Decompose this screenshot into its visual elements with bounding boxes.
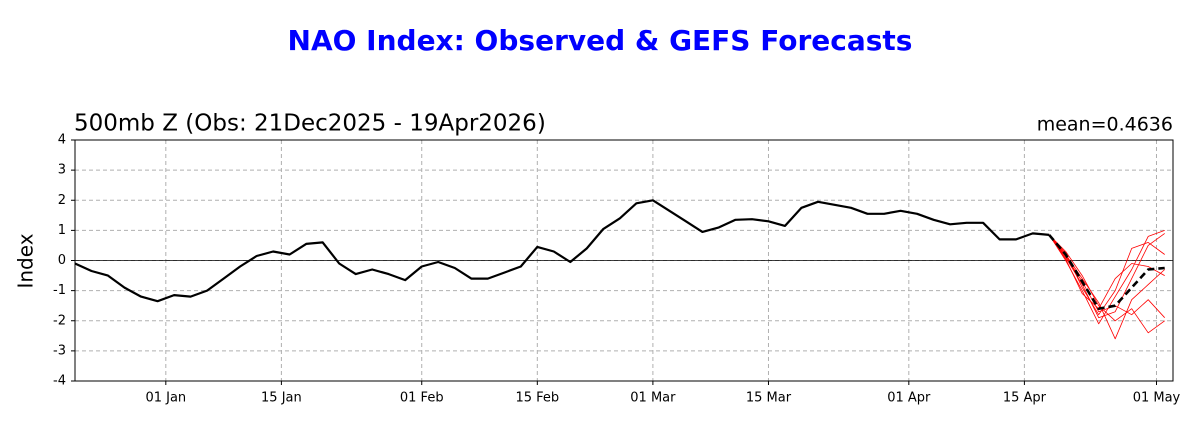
- x-tick-label: 01 Jan: [145, 391, 186, 406]
- x-tick-label: 15 Apr: [1003, 391, 1047, 406]
- x-tick-label: 01 Apr: [887, 391, 931, 406]
- y-tick-label: 4: [58, 133, 66, 148]
- y-tick-label: 3: [58, 163, 66, 178]
- y-tick-label: -3: [53, 343, 66, 358]
- x-tick-label: 15 Mar: [746, 391, 792, 406]
- series-line: [1048, 230, 1165, 325]
- y-tick-label: 0: [58, 253, 66, 268]
- series-line: [1048, 234, 1165, 316]
- y-tick-label: 1: [58, 223, 66, 238]
- series-line: [1048, 234, 1165, 334]
- x-tick-label: 01 Feb: [400, 391, 444, 406]
- plot-frame: [74, 139, 1174, 382]
- y-tick-label: -2: [53, 313, 66, 328]
- x-tick-label: 01 Mar: [630, 391, 676, 406]
- y-tick-label: -4: [53, 374, 66, 389]
- chart-title: NAO Index: Observed & GEFS Forecasts: [288, 24, 913, 57]
- series-line: [1048, 234, 1165, 310]
- x-tick-label: 15 Jan: [261, 391, 302, 406]
- chart-subtitle: 500mb Z (Obs: 21Dec2025 - 19Apr2026): [74, 111, 546, 137]
- y-tick-label: -1: [53, 283, 66, 298]
- x-tick-label: 15 Feb: [515, 391, 559, 406]
- mean-annotation: mean=0.4636: [1037, 114, 1173, 136]
- x-tick-label: 01 May: [1133, 391, 1181, 406]
- y-tick-label: 2: [58, 193, 66, 208]
- series-line: [1048, 233, 1165, 319]
- series-line: [74, 199, 1050, 303]
- series-line: [1048, 234, 1165, 318]
- series-line: [1048, 234, 1165, 340]
- series-line: [1048, 234, 1165, 310]
- y-axis-label: Index: [14, 233, 38, 288]
